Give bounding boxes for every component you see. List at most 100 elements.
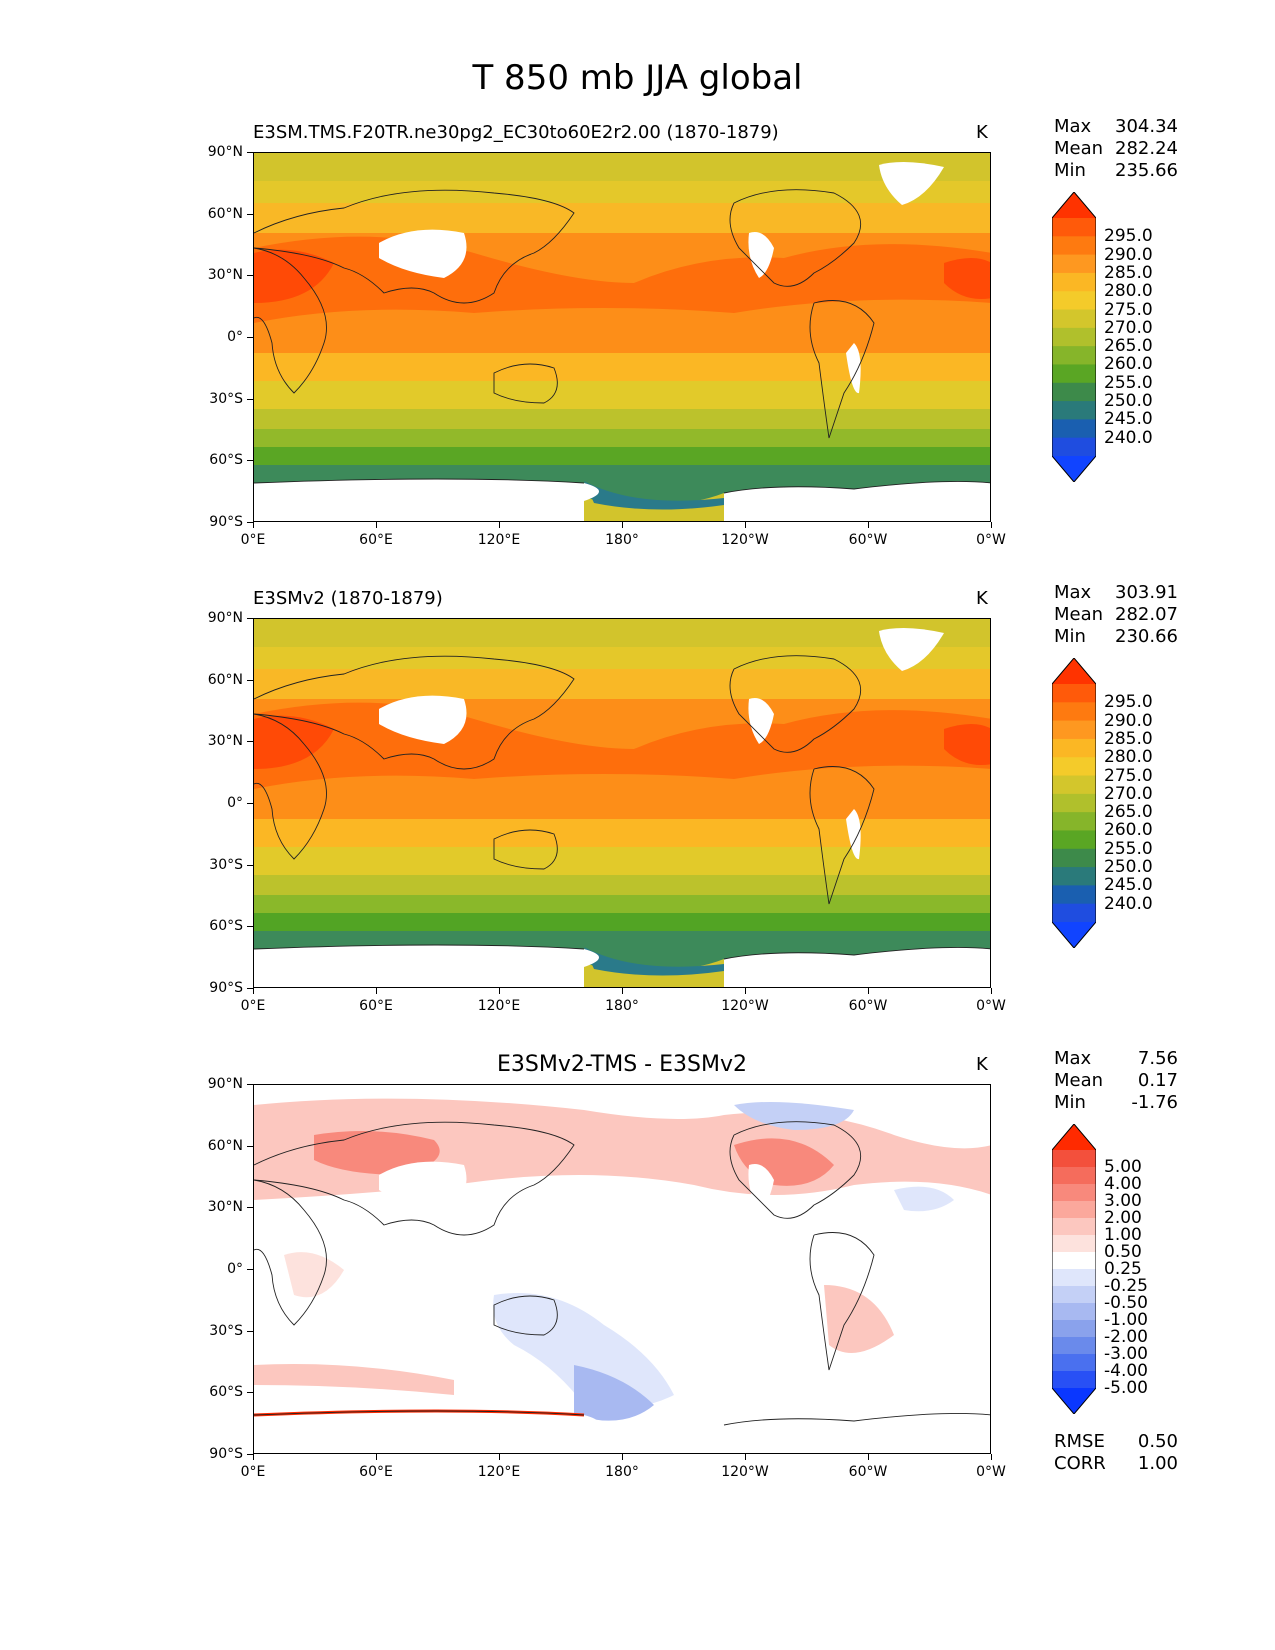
colorbar-segment [1052, 1184, 1096, 1202]
lat-tick-mark [247, 1084, 253, 1085]
colorbar-tick-label: 275.0 [1104, 299, 1153, 320]
colorbar-tick-label: 5.00 [1104, 1157, 1142, 1177]
colorbar-segment [1052, 218, 1096, 237]
colorbar-panel-1 [1052, 192, 1096, 482]
eurasia-coast [254, 1121, 575, 1236]
lat-tick-label: 60°N [207, 1137, 243, 1154]
lon-tick-mark [868, 522, 869, 528]
south-america-coast [809, 766, 875, 905]
colorbar-segment [1052, 1252, 1096, 1270]
colorbar-segment [1052, 346, 1096, 365]
band-55s [254, 895, 990, 913]
band-65s [254, 447, 990, 465]
lat-tick-label: 0° [227, 795, 243, 811]
corr-label: CORR [1054, 1453, 1106, 1474]
colorbar-segment [1052, 1354, 1096, 1372]
lon-tick-label: 120°W [721, 998, 769, 1014]
lon-tick-mark [499, 522, 500, 528]
colorbar-tick-label: 270.0 [1104, 317, 1153, 338]
band-70s [254, 465, 990, 505]
mean-value: 282.07 [1115, 604, 1178, 625]
lat-tick-label: 60°N [207, 205, 243, 222]
colorbar-tick-label: 260.0 [1104, 354, 1153, 375]
lat-tick-mark [247, 152, 253, 153]
lon-tick-label: 0°E [240, 998, 266, 1014]
colorbar-segment [1052, 702, 1096, 722]
colorbar-tick-label: 265.0 [1104, 336, 1153, 357]
lat-tick-label: 30°S [209, 1322, 243, 1339]
lon-tick-mark [376, 1454, 377, 1460]
min-label: Min [1054, 626, 1086, 647]
min-label: Min [1054, 1092, 1086, 1113]
rockies-mask [748, 232, 774, 278]
lat-tick-label: 90°S [209, 980, 243, 996]
lon-tick-mark [499, 1454, 500, 1460]
band-70s [254, 931, 990, 971]
colorbar-segment [1052, 775, 1096, 795]
colorbar-tick-label: 275.0 [1104, 765, 1153, 786]
panel-3-map [253, 1084, 991, 1454]
greenland-mask [879, 1093, 944, 1137]
colorbar-tick-label: 245.0 [1104, 875, 1153, 896]
colorbar-segment [1052, 903, 1096, 923]
colorbar-tick-label: 265.0 [1104, 802, 1153, 823]
lat-tick-mark [247, 988, 253, 989]
panel-2-title: E3SMv2 (1870-1879) [253, 588, 443, 609]
band-65s [254, 913, 990, 931]
lat-tick-mark [247, 522, 253, 523]
australia-coast [493, 1295, 558, 1336]
max-label: Max [1054, 1048, 1092, 1069]
lon-tick-label: 180° [605, 998, 639, 1014]
neg-ross-core [574, 1365, 654, 1421]
antarctica-mask-east [724, 947, 990, 987]
lon-tick-label: 60°W [848, 532, 888, 548]
colorbar-segment [1052, 291, 1096, 311]
colorbar-segment [1052, 684, 1096, 703]
neg-southern-pacific [493, 1293, 674, 1409]
lat-tick-mark [247, 618, 253, 619]
lat-tick-mark [247, 1269, 253, 1270]
band-20s [254, 819, 990, 847]
min-value: -1.76 [1131, 1092, 1178, 1113]
lat-tick-label: 30°N [207, 267, 243, 284]
lon-tick-label: 0°W [976, 532, 1006, 548]
eurasia-coast [254, 189, 575, 304]
colorbar-extend-bottom [1052, 922, 1096, 948]
lon-tick-mark [622, 522, 623, 528]
colorbar-tick-label: 4.00 [1104, 1174, 1142, 1194]
rockies-mask [748, 698, 774, 744]
pos-south-america [824, 1285, 894, 1353]
lon-tick-label: 180° [605, 1464, 639, 1480]
north-america-coast [729, 1121, 862, 1219]
panel-2-stats: Max 303.91 Mean 282.07 Min 230.66 [1054, 582, 1178, 648]
colorbar-segment [1052, 254, 1096, 274]
lat-tick-mark [247, 926, 253, 928]
colorbar-extend-top [1052, 192, 1096, 218]
antarctica-coast [254, 944, 990, 960]
lon-tick-mark [622, 988, 623, 994]
lon-tick-label: 60°E [359, 998, 393, 1014]
north-america-coast [729, 189, 862, 287]
colorbar-tick-label: 295.0 [1104, 692, 1153, 713]
colorbar-tick-label: -0.25 [1104, 1276, 1148, 1296]
lat-tick-label: 90°S [209, 514, 243, 530]
colorbar-tick-label: 270.0 [1104, 783, 1153, 804]
lat-tick-label: 30°S [209, 390, 243, 407]
band-45s [254, 409, 990, 429]
africa-coast [254, 1179, 327, 1326]
map-2-svg [254, 619, 990, 987]
lon-tick-label: 120°E [477, 998, 521, 1014]
lat-tick-label: 90°S [209, 1446, 243, 1462]
rmse-label: RMSE [1054, 1431, 1105, 1452]
sahara-hot [254, 715, 334, 769]
corr-value: 1.00 [1137, 1453, 1178, 1474]
max-value: 303.91 [1115, 582, 1178, 603]
colorbar-tick-label: 290.0 [1104, 244, 1153, 265]
neg-arctic-canada [734, 1101, 854, 1130]
lat-tick-label: 30°N [207, 733, 243, 750]
min-value: 235.66 [1115, 160, 1178, 181]
ross-sea [584, 481, 724, 510]
colorbar-tick-label: 0.50 [1104, 1242, 1142, 1262]
mean-label: Mean [1054, 138, 1104, 159]
panel-2-units: K [976, 588, 988, 609]
